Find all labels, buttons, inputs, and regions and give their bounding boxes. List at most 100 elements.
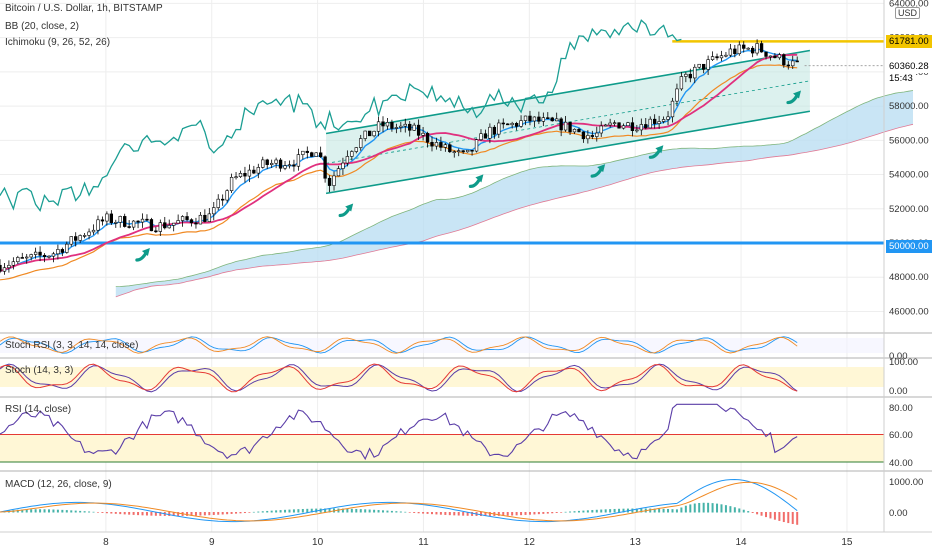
candle-body (448, 144, 452, 153)
candle-body (621, 125, 626, 129)
macd-histogram-bar (671, 509, 674, 513)
candle-body (114, 222, 118, 224)
macd-histogram-bar (640, 508, 643, 513)
bounce-arrow-icon (590, 167, 603, 178)
candle-body (737, 44, 741, 55)
candle-body (719, 55, 724, 59)
candle-body (301, 150, 305, 155)
candle-body (452, 151, 456, 154)
macd-histogram-bar (248, 512, 251, 513)
candle-body (755, 43, 759, 54)
candle-body (359, 138, 363, 148)
currency-badge[interactable]: USD (895, 7, 921, 19)
candle-body (483, 133, 488, 139)
candle-body (296, 154, 301, 167)
candle-body (661, 119, 666, 122)
candle-body (590, 135, 594, 137)
candle-body (465, 149, 470, 153)
macd-histogram-bar (105, 512, 108, 514)
macd-histogram-bar (257, 511, 260, 513)
rsi-label: RSI (14, close) (5, 404, 72, 415)
candle-body (109, 213, 114, 224)
candle-body (376, 121, 381, 132)
candle-body (247, 169, 252, 177)
senkou-span-a-line (115, 90, 914, 287)
candle-body (327, 177, 332, 186)
candle-body (559, 118, 563, 131)
price-tick-label: 46000.00 (889, 306, 929, 317)
macd-histogram-bar (221, 512, 224, 515)
macd-histogram-bar (466, 512, 469, 516)
macd-histogram-bar (756, 512, 759, 515)
macd-histogram-bar (194, 512, 197, 516)
candle-body (283, 165, 287, 169)
macd-histogram-bar (199, 512, 202, 516)
macd-label: MACD (12, 26, close, 9) (5, 479, 112, 490)
time-tick-label: 11 (418, 537, 429, 548)
macd-histogram-bar (453, 512, 456, 516)
macd-signal-line (0, 481, 798, 522)
macd-histogram-bar (595, 509, 598, 513)
candle-body (688, 73, 692, 79)
candle-body (91, 229, 96, 233)
candle-body (492, 126, 497, 135)
macd-histogram-bar (21, 509, 24, 513)
macd-histogram-bar (497, 512, 500, 516)
pane-tick-label: 0.00 (889, 508, 908, 519)
macd-histogram-bar (168, 512, 171, 517)
candle-body (167, 225, 171, 229)
bounce-arrowhead-icon (475, 174, 484, 183)
macd-histogram-bar (408, 512, 411, 513)
candle-body (684, 73, 688, 77)
candle-body (198, 214, 203, 225)
macd-histogram-bar (145, 512, 148, 516)
macd-histogram-bar (377, 510, 380, 513)
macd-histogram-bar (172, 512, 175, 517)
candle-body (385, 122, 390, 127)
macd-histogram-bar (698, 502, 701, 513)
candle-body (697, 63, 701, 68)
macd-histogram-bar (212, 512, 215, 515)
candle-body (305, 150, 309, 153)
bounce-arrowhead-icon (345, 203, 354, 212)
bounce-arrow-icon (786, 93, 799, 105)
macd-histogram-bar (551, 512, 554, 514)
macd-histogram-bar (373, 509, 376, 513)
candle-body (439, 142, 443, 148)
macd-histogram-bar (546, 512, 549, 514)
candle-body (412, 124, 416, 131)
pane-tick-label: 1000.00 (889, 477, 923, 488)
macd-histogram-bar (653, 508, 656, 513)
candle-body (136, 220, 140, 223)
candle-body (100, 219, 105, 222)
bounce-arrow-icon (648, 148, 661, 159)
candle-body (274, 159, 278, 164)
candle-body (229, 177, 234, 192)
candle-body (154, 230, 158, 233)
macd-histogram-bar (364, 509, 367, 513)
candle-body (131, 220, 136, 228)
stoch-label: Stoch (14, 3, 3) (5, 365, 74, 376)
candle-body (715, 56, 719, 59)
macd-histogram-bar (230, 512, 233, 514)
rsi-line (0, 403, 798, 461)
macd-histogram-bar (177, 512, 180, 517)
macd-histogram-bar (52, 509, 55, 513)
candle-body (118, 216, 122, 223)
macd-histogram-bar (684, 505, 687, 513)
macd-histogram-bar (252, 511, 255, 513)
macd-histogram-bar (564, 511, 567, 513)
pane-tick-label: 40.00 (889, 458, 913, 469)
bounce-arrowhead-icon (141, 247, 150, 256)
macd-histogram-bar (439, 512, 442, 515)
macd-histogram-bar (137, 512, 140, 516)
macd-histogram-bar (190, 512, 193, 516)
macd-histogram-bar (622, 508, 625, 513)
candle-body (724, 54, 728, 57)
candle-body (572, 128, 577, 133)
candle-body (479, 133, 483, 140)
candle-body (581, 131, 586, 140)
candles (0, 39, 799, 275)
